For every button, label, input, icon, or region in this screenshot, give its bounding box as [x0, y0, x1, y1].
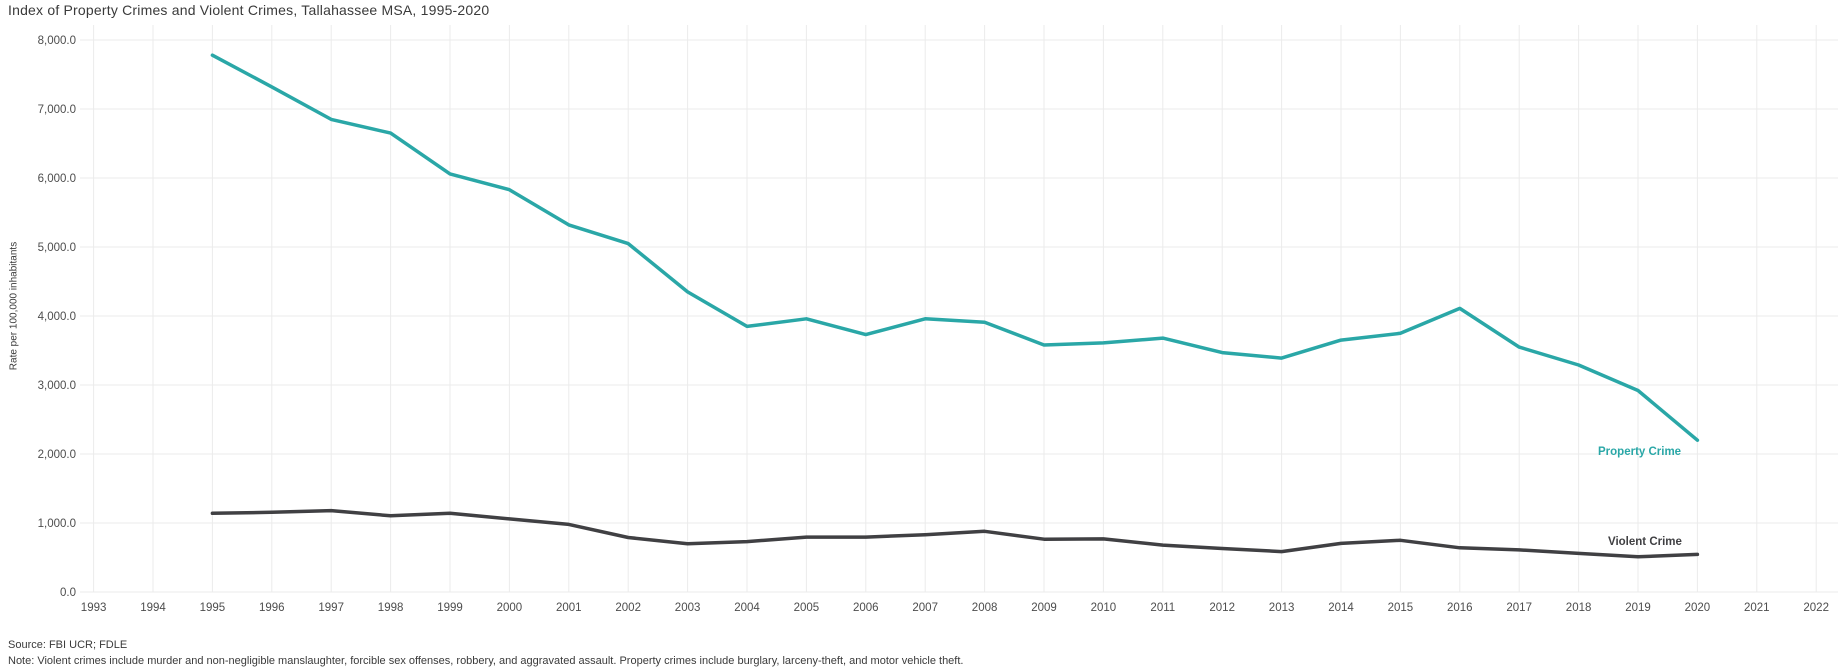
x-tick-label: 2020 [1685, 602, 1711, 614]
violent-crime-series-label: Violent Crime [1608, 536, 1682, 548]
x-tick-label: 2022 [1803, 602, 1829, 614]
y-tick-label: 0.0 [60, 587, 76, 599]
property-crime-series-label: Property Crime [1598, 446, 1682, 458]
x-tick-label: 1996 [259, 602, 285, 614]
x-tick-label: 1998 [378, 602, 404, 614]
x-tick-label: 2006 [853, 602, 879, 614]
y-tick-label: 1,000.0 [38, 518, 76, 530]
x-tick-label: 1997 [318, 602, 344, 614]
x-tick-label: 1999 [437, 602, 463, 614]
x-tick-label: 2019 [1625, 602, 1651, 614]
x-tick-label: 2002 [615, 602, 641, 614]
y-tick-label: 5,000.0 [38, 242, 76, 254]
x-tick-label: 2007 [912, 602, 938, 614]
property-crime-line[interactable] [210, 53, 1700, 442]
x-tick-label: 2005 [794, 602, 820, 614]
x-tick-label: 2015 [1388, 602, 1414, 614]
x-tick-label: 2000 [497, 602, 523, 614]
y-tick-label: 3,000.0 [38, 380, 76, 392]
definition-note: Note: Violent crimes include murder and … [8, 655, 964, 667]
x-tick-label: 2021 [1744, 602, 1770, 614]
chart-title: Index of Property Crimes and Violent Cri… [8, 2, 490, 18]
x-tick-label: 1993 [81, 602, 107, 614]
y-tick-label: 6,000.0 [38, 173, 76, 185]
x-tick-label: 2013 [1269, 602, 1295, 614]
y-tick-label: 4,000.0 [38, 311, 76, 323]
x-tick-label: 2017 [1506, 602, 1532, 614]
y-tick-label: 7,000.0 [38, 104, 76, 116]
x-tick-label: 2004 [734, 602, 760, 614]
x-tick-label: 2011 [1150, 602, 1175, 614]
x-tick-label: 1995 [200, 602, 226, 614]
y-tick-label: 8,000.0 [38, 35, 76, 47]
x-tick-label: 2003 [675, 602, 701, 614]
x-tick-label: 2018 [1566, 602, 1592, 614]
x-tick-label: 2010 [1091, 602, 1117, 614]
x-tick-label: 2001 [556, 602, 582, 614]
x-tick-label: 2009 [1031, 602, 1057, 614]
y-tick-label: 2,000.0 [38, 449, 76, 461]
x-tick-label: 1994 [140, 602, 166, 614]
x-tick-label: 2012 [1209, 602, 1235, 614]
x-tick-label: 2016 [1447, 602, 1473, 614]
x-tick-label: 2014 [1328, 602, 1354, 614]
violent-crime-line[interactable] [210, 508, 1700, 559]
source-note: Source: FBI UCR; FDLE [8, 639, 128, 651]
x-tick-label: 2008 [972, 602, 998, 614]
